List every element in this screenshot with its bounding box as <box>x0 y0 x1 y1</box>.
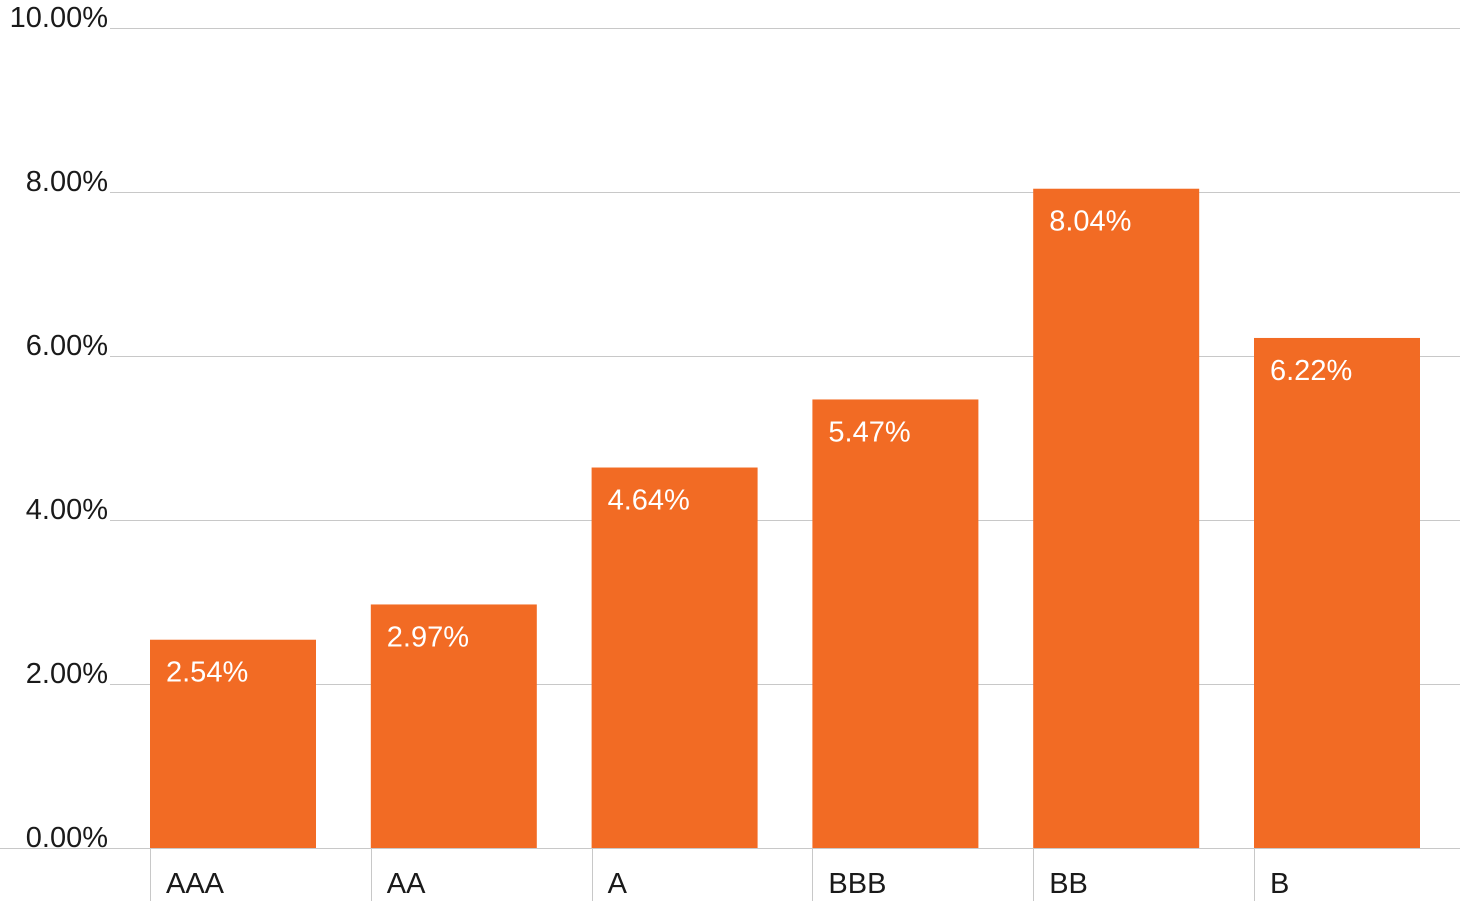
y-tick-label: 8.00% <box>26 166 108 198</box>
y-tick-label: 6.00% <box>26 330 108 362</box>
x-axis: AAA AA A BBB BB B <box>0 848 1460 901</box>
bar-bbb <box>812 399 979 848</box>
bar-bb <box>1033 188 1200 849</box>
bar-value-label: 4.64% <box>608 485 690 517</box>
bar-aaa <box>150 639 316 848</box>
gridlines <box>110 28 1460 685</box>
y-tick-label: 2.00% <box>26 658 108 690</box>
y-tick-label: 10.00% <box>10 2 108 34</box>
bar-a <box>591 467 758 848</box>
bar-value-label: 2.54% <box>166 657 248 689</box>
bar-value-label: 8.04% <box>1049 206 1131 238</box>
bar-value-label: 2.97% <box>387 621 469 653</box>
x-category-label: B <box>1270 868 1289 900</box>
y-axis-tick-labels: 0.00% 2.00% 4.00% 6.00% 8.00% 10.00% <box>10 2 108 854</box>
bar-value-label: 5.47% <box>828 416 910 448</box>
bar-b <box>1254 337 1420 848</box>
y-tick-label: 0.00% <box>26 822 108 854</box>
x-category-label: AAA <box>166 868 225 900</box>
bar-value-label: 6.22% <box>1270 355 1352 387</box>
y-tick-label: 4.00% <box>26 494 108 526</box>
bars <box>150 188 1420 849</box>
bar-aa <box>370 604 537 848</box>
x-category-label: A <box>608 868 628 900</box>
x-category-label: BBB <box>828 868 886 900</box>
bar-value-labels: 2.54% 2.97% 4.64% 5.47% 8.04% 6.22% <box>166 206 1352 689</box>
x-category-label: AA <box>387 868 426 900</box>
x-category-label: BB <box>1049 868 1088 900</box>
